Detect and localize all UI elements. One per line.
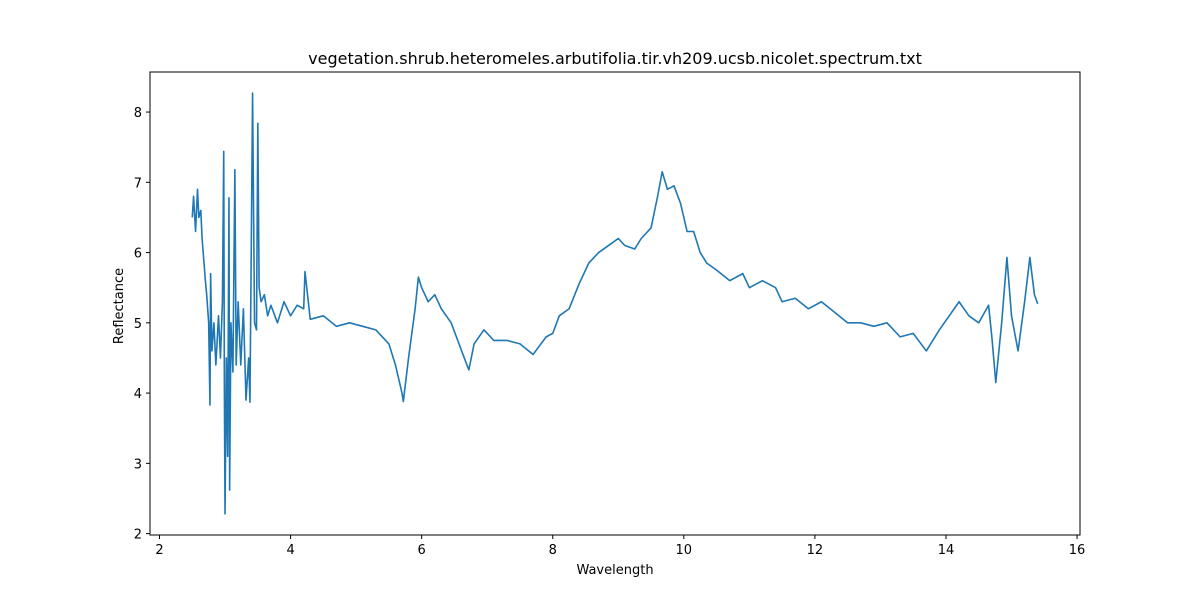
x-tick-label: 2	[155, 543, 163, 558]
y-tick-label: 2	[134, 528, 142, 543]
y-axis-label: Reflectance	[112, 268, 127, 344]
y-tick-label: 5	[134, 317, 142, 332]
y-tick-label: 6	[134, 247, 142, 262]
x-tick-label: 6	[418, 543, 426, 558]
x-tick-label: 16	[1069, 543, 1086, 558]
data-line	[191, 92, 1039, 515]
x-tick-label: 14	[938, 543, 955, 558]
y-tick-label: 8	[134, 106, 142, 121]
y-tick-label: 3	[134, 457, 142, 472]
x-tick-label: 4	[286, 543, 294, 558]
x-tick-label: 8	[549, 543, 557, 558]
x-tick-label: 10	[676, 543, 693, 558]
y-tick-label: 4	[134, 387, 142, 402]
plot-frame	[149, 71, 1081, 536]
y-tick-label: 7	[134, 176, 142, 191]
x-axis-label: Wavelength	[576, 563, 653, 578]
x-tick-label: 12	[807, 543, 824, 558]
chart-title: vegetation.shrub.heteromeles.arbutifolia…	[308, 49, 922, 68]
